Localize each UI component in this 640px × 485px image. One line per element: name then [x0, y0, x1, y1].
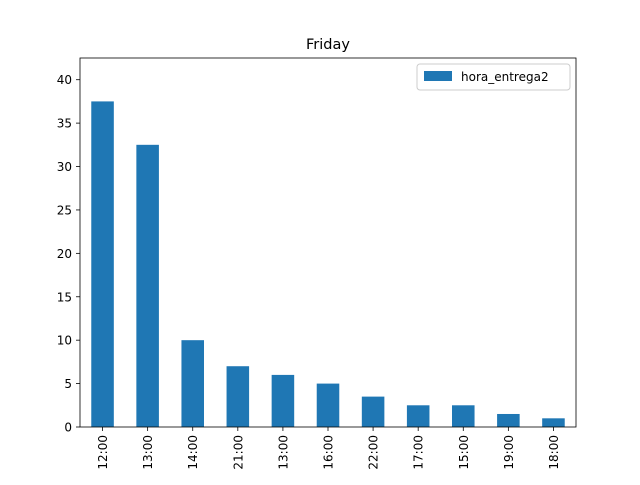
bar-10: [542, 418, 565, 427]
x-tick-label-3: 21:00: [231, 435, 245, 470]
y-tick-label-1: 5: [64, 377, 72, 391]
x-tick-label-5: 16:00: [322, 435, 336, 470]
y-tick-label-8: 40: [57, 73, 72, 87]
y-tick-label-2: 10: [57, 334, 72, 348]
x-tick-label-8: 15:00: [457, 435, 471, 470]
legend: hora_entrega2: [416, 63, 571, 91]
y-tick-label-3: 15: [57, 290, 72, 304]
chart-title: Friday: [306, 37, 350, 53]
y-tick-label-6: 30: [57, 160, 72, 174]
bar-5: [316, 383, 340, 427]
x-tick-label-7: 17:00: [412, 435, 426, 470]
x-tick-label-0: 12:00: [96, 435, 110, 470]
legend-swatch: [424, 71, 452, 81]
bar-0: [91, 101, 114, 427]
y-tick-label-7: 35: [57, 117, 72, 131]
bar-4: [271, 374, 295, 427]
plot-area: 0 5 10 15 20 25 30 35 40 12:00 13:00 14:00 21:00 13:0…: [57, 57, 577, 470]
x-tick-label-6: 22:00: [367, 435, 381, 470]
y-tick-label-5: 25: [57, 203, 72, 217]
bar-2: [181, 340, 204, 427]
bar-3: [226, 366, 250, 427]
bar-7: [406, 405, 430, 427]
bar-9: [497, 413, 520, 427]
x-tick-label-4: 13:00: [276, 435, 290, 470]
y-tick-label-0: 0: [64, 421, 72, 435]
bar-1: [136, 144, 159, 427]
legend-box: [416, 63, 571, 91]
y-tick-label-4: 20: [57, 247, 72, 261]
x-tick-label-1: 13:00: [141, 435, 155, 470]
x-tick-label-2: 14:00: [186, 435, 200, 470]
axes-frame: [79, 57, 577, 428]
bar-6: [361, 396, 385, 427]
x-tick-label-9: 19:00: [502, 435, 516, 470]
bar-8: [452, 405, 475, 427]
x-tick-label-10: 18:00: [547, 435, 561, 470]
legend-label: hora_entrega2: [461, 70, 549, 84]
